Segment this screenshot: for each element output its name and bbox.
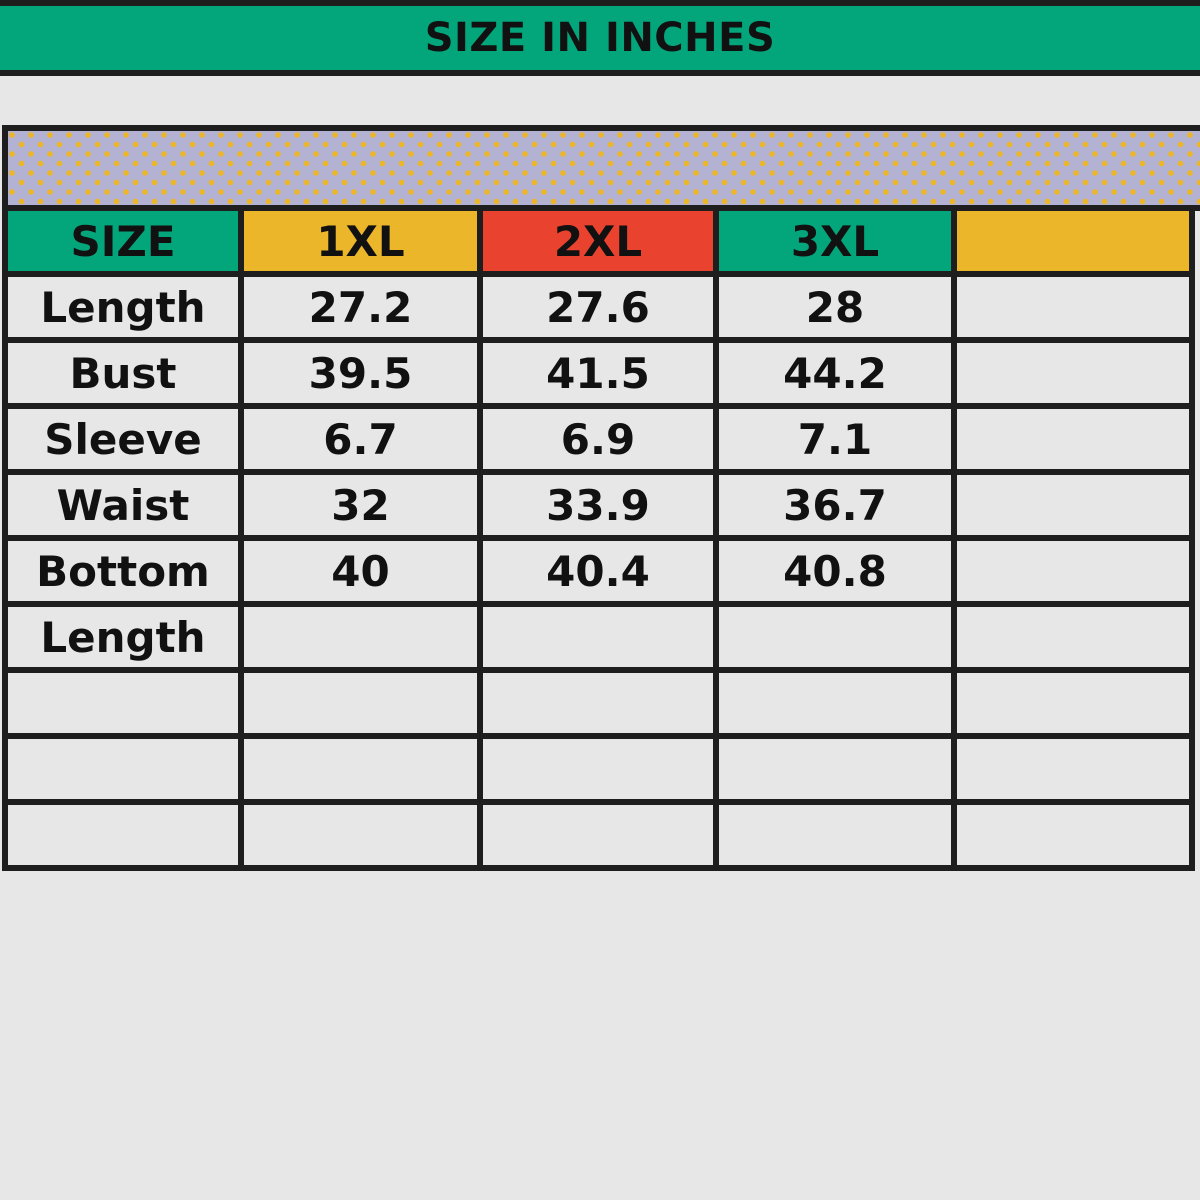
table-row — [2, 733, 1195, 805]
size-chart-table: SIZE 1XL 2XL 3XL Length 27.2 27.6 28 Bust 39.… — [2, 205, 1195, 871]
row-label: Length — [2, 601, 244, 673]
table-row: Bust 39.5 41.5 44.2 — [2, 337, 1195, 409]
row-label: Bust — [2, 337, 244, 409]
size-value — [951, 403, 1195, 475]
size-value — [713, 667, 957, 739]
dotted-pattern-strip — [2, 125, 1200, 211]
size-value: 32 — [238, 469, 483, 541]
size-value — [951, 469, 1195, 541]
row-label — [2, 733, 244, 805]
size-value: 27.6 — [477, 271, 719, 343]
size-value: 28 — [713, 271, 957, 343]
size-value — [238, 799, 483, 871]
row-label — [2, 799, 244, 871]
size-value — [477, 601, 719, 673]
header-3xl: 3XL — [713, 205, 957, 277]
size-value — [713, 601, 957, 673]
table-row: Length 27.2 27.6 28 — [2, 271, 1195, 343]
page-title: SIZE IN INCHES — [424, 15, 776, 61]
size-value: 27.2 — [238, 271, 483, 343]
header-empty — [951, 205, 1195, 277]
size-value — [951, 337, 1195, 409]
size-value — [477, 667, 719, 739]
size-value — [713, 799, 957, 871]
size-value — [477, 799, 719, 871]
size-value: 40.4 — [477, 535, 719, 607]
size-value: 39.5 — [238, 337, 483, 409]
table-row: Length — [2, 601, 1195, 673]
size-value: 6.7 — [238, 403, 483, 475]
size-value — [951, 799, 1195, 871]
size-value — [951, 601, 1195, 673]
size-value: 36.7 — [713, 469, 957, 541]
size-value — [713, 733, 957, 805]
size-value — [951, 271, 1195, 343]
size-value — [951, 535, 1195, 607]
size-value: 40 — [238, 535, 483, 607]
header-row: SIZE 1XL 2XL 3XL — [2, 205, 1195, 277]
size-value: 44.2 — [713, 337, 957, 409]
size-value: 7.1 — [713, 403, 957, 475]
size-value — [951, 733, 1195, 805]
header-size: SIZE — [2, 205, 244, 277]
title-banner: SIZE IN INCHES — [0, 0, 1200, 76]
row-label: Bottom — [2, 535, 244, 607]
size-value: 41.5 — [477, 337, 719, 409]
size-value — [477, 733, 719, 805]
size-value — [238, 667, 483, 739]
row-label: Waist — [2, 469, 244, 541]
table-row: Bottom 40 40.4 40.8 — [2, 535, 1195, 607]
size-value — [238, 601, 483, 673]
table-row: Sleeve 6.7 6.9 7.1 — [2, 403, 1195, 475]
row-label: Sleeve — [2, 403, 244, 475]
row-label: Length — [2, 271, 244, 343]
row-label — [2, 667, 244, 739]
header-2xl: 2XL — [477, 205, 719, 277]
table-row — [2, 667, 1195, 739]
table-row — [2, 799, 1195, 871]
size-value: 40.8 — [713, 535, 957, 607]
size-value: 33.9 — [477, 469, 719, 541]
size-value — [951, 667, 1195, 739]
header-1xl: 1XL — [238, 205, 483, 277]
table-row: Waist 32 33.9 36.7 — [2, 469, 1195, 541]
size-value — [238, 733, 483, 805]
size-value: 6.9 — [477, 403, 719, 475]
